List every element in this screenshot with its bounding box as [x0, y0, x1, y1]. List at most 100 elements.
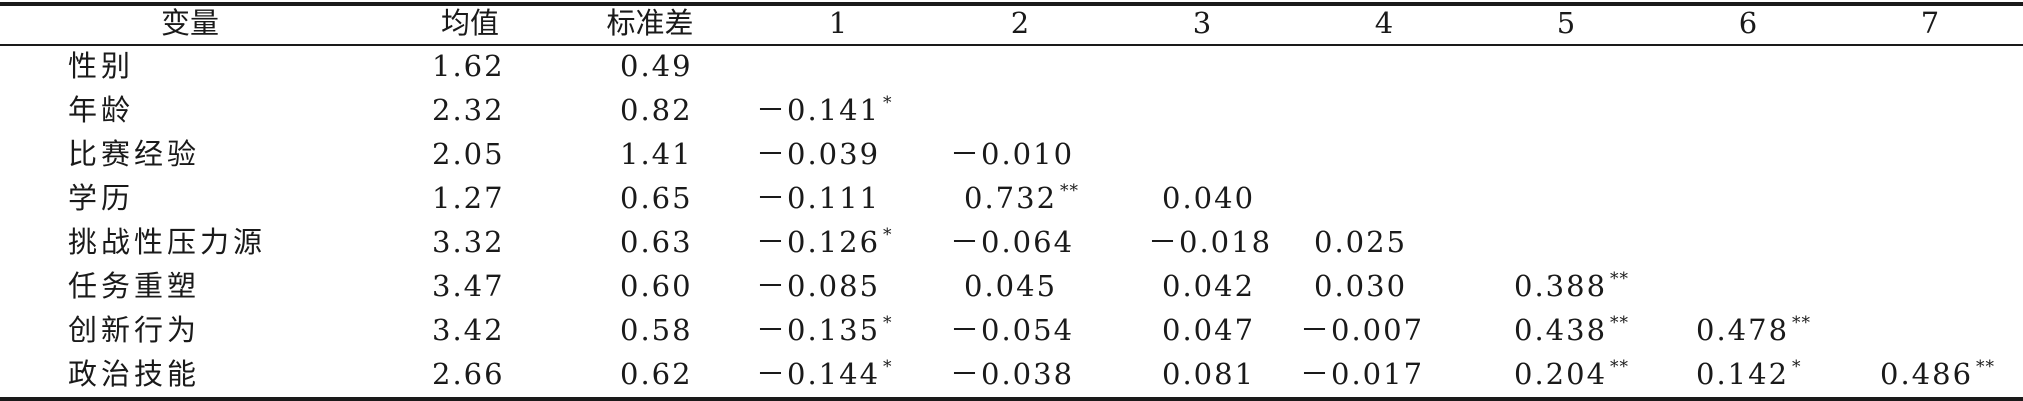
variable-name: 创新行为: [68, 313, 201, 347]
mean-value: 3.42: [432, 313, 505, 347]
correlation-cell: －0.039: [756, 134, 880, 174]
correlation-value: －0.144: [756, 357, 881, 391]
header-rule: [0, 44, 2023, 46]
column-header: 7: [1920, 6, 1940, 40]
correlation-value: －0.126: [756, 225, 881, 259]
significance-marker: **: [1060, 181, 1080, 201]
correlation-cell: －0.085: [756, 266, 880, 306]
significance-marker: **: [1610, 313, 1630, 333]
correlation-cell: 0.045: [964, 266, 1057, 306]
correlation-value: 0.042: [1162, 269, 1256, 303]
significance-marker: *: [883, 313, 893, 333]
correlation-value: －0.039: [756, 137, 881, 171]
correlation-cell: 0.438 **: [1514, 310, 1629, 350]
significance-marker: *: [883, 93, 893, 113]
correlation-cell: －0.144 *: [756, 354, 893, 394]
column-header: 3: [1192, 6, 1212, 40]
sd-value: 0.82: [620, 93, 693, 127]
mean-value: 2.32: [432, 93, 505, 127]
correlation-cell: －0.017: [1300, 354, 1424, 394]
correlation-value: 0.486: [1880, 357, 1974, 391]
correlation-cell: －0.064: [950, 222, 1074, 262]
mean-value: 3.47: [432, 269, 505, 303]
column-header: 6: [1738, 6, 1758, 40]
correlation-cell: 0.047: [1162, 310, 1255, 350]
correlation-value: －0.085: [756, 269, 881, 303]
variable-name: 比赛经验: [68, 137, 201, 171]
sd-value: 0.65: [620, 181, 693, 215]
correlation-value: －0.017: [1300, 357, 1425, 391]
mean-value: 1.27: [432, 181, 505, 215]
correlation-cell: 0.081: [1162, 354, 1255, 394]
sd-value: 1.41: [620, 137, 693, 171]
mean-value: 1.62: [432, 49, 505, 83]
correlation-value: 0.388: [1514, 269, 1608, 303]
correlation-value: 0.047: [1162, 313, 1256, 347]
column-header: 4: [1374, 6, 1394, 40]
correlation-cell: 0.025: [1314, 222, 1407, 262]
correlation-cell: 0.040: [1162, 178, 1255, 218]
significance-marker: **: [1976, 357, 1996, 377]
correlation-cell: －0.054: [950, 310, 1074, 350]
correlation-cell: －0.018: [1148, 222, 1272, 262]
correlation-cell: －0.141 *: [756, 90, 893, 130]
column-header: 变量: [160, 6, 220, 40]
column-header: 均值: [440, 6, 500, 40]
significance-marker: **: [1792, 313, 1812, 333]
column-header: 1: [828, 6, 848, 40]
sd-value: 0.60: [620, 269, 693, 303]
correlation-cell: 0.030: [1314, 266, 1407, 306]
significance-marker: **: [1610, 357, 1630, 377]
column-header: 标准差: [606, 6, 694, 40]
correlation-value: －0.135: [756, 313, 881, 347]
correlation-value: 0.204: [1514, 357, 1608, 391]
variable-name: 挑战性压力源: [68, 225, 267, 259]
significance-marker: *: [883, 357, 893, 377]
sd-value: 0.49: [620, 49, 693, 83]
correlation-value: －0.111: [756, 181, 881, 215]
correlation-value: 0.045: [964, 269, 1058, 303]
variable-name: 性别: [68, 49, 135, 83]
correlation-value: －0.064: [950, 225, 1075, 259]
correlation-value: －0.010: [950, 137, 1075, 171]
correlation-cell: －0.126 *: [756, 222, 893, 262]
correlation-cell: 0.042: [1162, 266, 1255, 306]
correlation-value: 0.025: [1314, 225, 1408, 259]
variable-name: 政治技能: [68, 357, 201, 391]
correlation-value: 0.040: [1162, 181, 1256, 215]
correlation-cell: －0.010: [950, 134, 1074, 174]
column-header: 5: [1556, 6, 1576, 40]
correlation-value: －0.054: [950, 313, 1075, 347]
significance-marker: *: [883, 225, 893, 245]
correlation-value: －0.141: [756, 93, 881, 127]
correlation-cell: 0.478 **: [1696, 310, 1811, 350]
correlation-cell: －0.111: [756, 178, 880, 218]
correlation-cell: 0.142 *: [1696, 354, 1802, 394]
variable-name: 学历: [68, 181, 135, 215]
sd-value: 0.63: [620, 225, 693, 259]
bottom-rule: [0, 397, 2023, 401]
mean-value: 2.66: [432, 357, 505, 391]
top-rule: [0, 2, 2023, 6]
mean-value: 2.05: [432, 137, 505, 171]
correlation-value: －0.038: [950, 357, 1075, 391]
correlation-cell: －0.007: [1300, 310, 1424, 350]
mean-value: 3.32: [432, 225, 505, 259]
correlation-value: 0.142: [1696, 357, 1790, 391]
sd-value: 0.58: [620, 313, 693, 347]
column-header: 2: [1010, 6, 1030, 40]
sd-value: 0.62: [620, 357, 693, 391]
correlation-value: 0.478: [1696, 313, 1790, 347]
correlation-value: 0.438: [1514, 313, 1608, 347]
correlation-value: 0.732: [964, 181, 1058, 215]
correlation-cell: 0.486 **: [1880, 354, 1995, 394]
correlation-cell: －0.038: [950, 354, 1074, 394]
variable-name: 年龄: [68, 93, 135, 127]
correlation-cell: 0.388 **: [1514, 266, 1629, 306]
correlation-cell: －0.135 *: [756, 310, 893, 350]
correlation-value: －0.018: [1148, 225, 1273, 259]
significance-marker: *: [1792, 357, 1802, 377]
correlation-cell: 0.204 **: [1514, 354, 1629, 394]
significance-marker: **: [1610, 269, 1630, 289]
